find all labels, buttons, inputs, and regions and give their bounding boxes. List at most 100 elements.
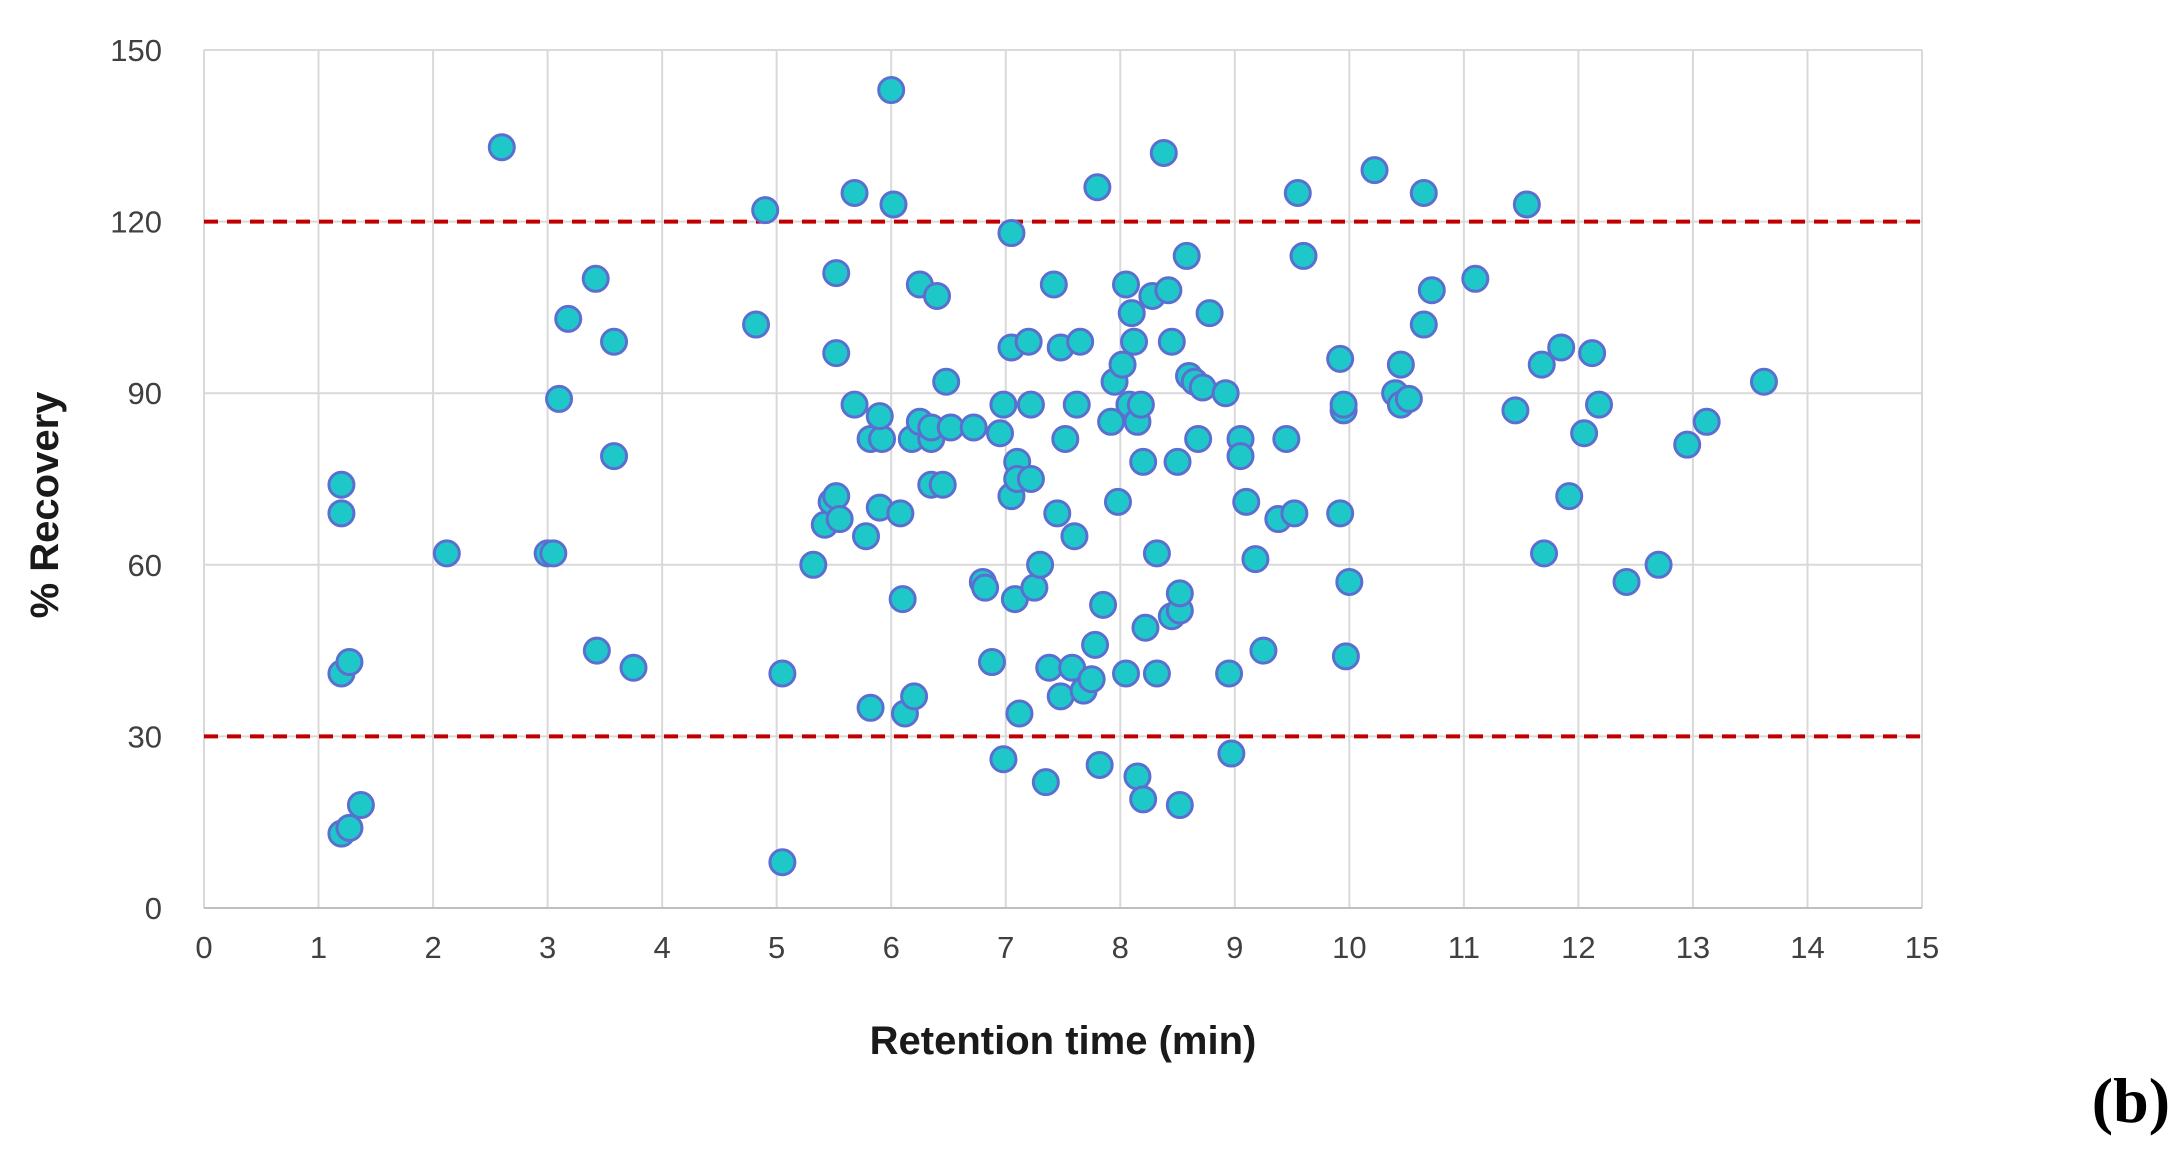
- x-tick-label: 9: [1226, 930, 1243, 965]
- data-point: [1131, 613, 1160, 642]
- x-tick-label: 4: [654, 930, 671, 965]
- data-point: [600, 327, 629, 356]
- data-point: [1585, 390, 1614, 419]
- data-point: [1129, 447, 1158, 476]
- data-point: [1016, 465, 1045, 493]
- data-point: [1081, 630, 1110, 659]
- data-point: [742, 310, 771, 339]
- data-point: [1331, 642, 1360, 671]
- data-point: [1077, 665, 1106, 694]
- data-point: [1530, 539, 1559, 568]
- data-point: [1409, 179, 1438, 207]
- data-point: [1035, 653, 1064, 682]
- data-point: [977, 648, 1006, 677]
- x-tick-labels: 0 1 2 3 4 5 6 7 8 9 10 11 12 13 14 15: [195, 930, 1939, 965]
- data-point: [1165, 791, 1194, 820]
- data-point: [1512, 190, 1541, 219]
- data-point: [1232, 487, 1261, 516]
- data-point: [1673, 430, 1702, 459]
- data-point: [1749, 367, 1778, 396]
- data-point: [1157, 327, 1186, 356]
- data-point: [1211, 379, 1240, 408]
- data-point: [840, 390, 869, 419]
- data-point: [1060, 522, 1089, 551]
- data-point: [1046, 682, 1075, 711]
- data-point: [1394, 384, 1423, 413]
- data-point: [1051, 424, 1080, 453]
- data-point: [1154, 276, 1183, 305]
- data-point: [1031, 768, 1060, 797]
- y-tick-label: 150: [110, 33, 162, 68]
- data-point: [932, 367, 961, 396]
- data-point: [1335, 567, 1364, 596]
- x-tick-label: 3: [539, 930, 556, 965]
- y-tick-label: 60: [128, 548, 162, 583]
- data-point: [327, 499, 356, 528]
- data-point: [852, 522, 881, 551]
- data-point: [768, 848, 797, 877]
- data-point: [1555, 482, 1584, 511]
- data-point: [822, 259, 851, 288]
- data-point: [1547, 333, 1576, 362]
- data-point: [1326, 344, 1355, 373]
- data-point: [1283, 179, 1312, 207]
- data-point: [1005, 699, 1034, 728]
- data-point: [1123, 762, 1152, 791]
- data-point: [600, 442, 629, 471]
- reference-lines: [204, 219, 1922, 739]
- data-point: [1142, 539, 1171, 568]
- data-point: [888, 585, 917, 614]
- data-point: [1527, 350, 1556, 379]
- data-point: [840, 179, 869, 207]
- data-point: [1142, 659, 1171, 688]
- x-tick-label: 10: [1332, 930, 1366, 965]
- data-point: [1062, 390, 1091, 419]
- data-point: [1014, 327, 1043, 356]
- data-point: [1386, 350, 1415, 379]
- data-point: [1083, 173, 1112, 202]
- data-point: [1188, 373, 1217, 402]
- data-point: [1409, 310, 1438, 339]
- data-point: [1570, 419, 1599, 448]
- data-point: [487, 133, 516, 162]
- data-point: [1149, 138, 1178, 167]
- x-tick-label: 11: [1448, 930, 1480, 965]
- y-tick-label: 30: [128, 719, 162, 754]
- data-point: [432, 539, 461, 568]
- data-point: [581, 264, 610, 293]
- data-point: [799, 550, 828, 579]
- data-point: [868, 424, 897, 453]
- data-point: [327, 470, 356, 499]
- data-point: [1066, 327, 1095, 356]
- data-point: [959, 413, 988, 442]
- data-point: [346, 791, 375, 820]
- y-tick-labels: 0 30 60 90 120 150: [110, 33, 162, 926]
- data-point: [1165, 579, 1194, 608]
- data-point: [1129, 785, 1158, 814]
- data-point: [1184, 424, 1213, 453]
- data-point: [822, 339, 851, 368]
- data-point: [997, 219, 1026, 248]
- data-point: [619, 653, 648, 682]
- data-point: [986, 419, 1015, 448]
- data-point: [1043, 499, 1072, 528]
- data-point: [1163, 447, 1192, 476]
- grid: [203, 49, 1923, 909]
- data-point: [1120, 327, 1149, 356]
- data-point: [825, 505, 854, 534]
- y-axis-title: % Recovery: [23, 391, 67, 619]
- data-point: [582, 636, 611, 665]
- data-point: [1085, 751, 1114, 779]
- data-point: [822, 482, 851, 511]
- data-point: [1501, 396, 1530, 425]
- data-point: [1117, 299, 1146, 328]
- y-tick-label: 0: [145, 891, 162, 926]
- data-point: [1126, 390, 1155, 419]
- data-point: [1172, 241, 1201, 270]
- data-point: [1272, 424, 1301, 453]
- data-point: [545, 384, 574, 413]
- data-point: [1360, 156, 1389, 185]
- data-point: [1016, 390, 1045, 419]
- x-tick-label: 8: [1112, 930, 1129, 965]
